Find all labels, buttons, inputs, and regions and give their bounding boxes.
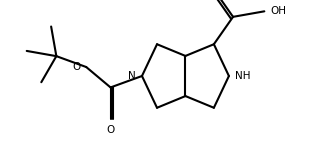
Text: N: N bbox=[128, 71, 136, 81]
Text: NH: NH bbox=[235, 71, 251, 81]
Text: O: O bbox=[106, 125, 115, 135]
Text: OH: OH bbox=[271, 6, 286, 16]
Text: O: O bbox=[72, 62, 80, 72]
